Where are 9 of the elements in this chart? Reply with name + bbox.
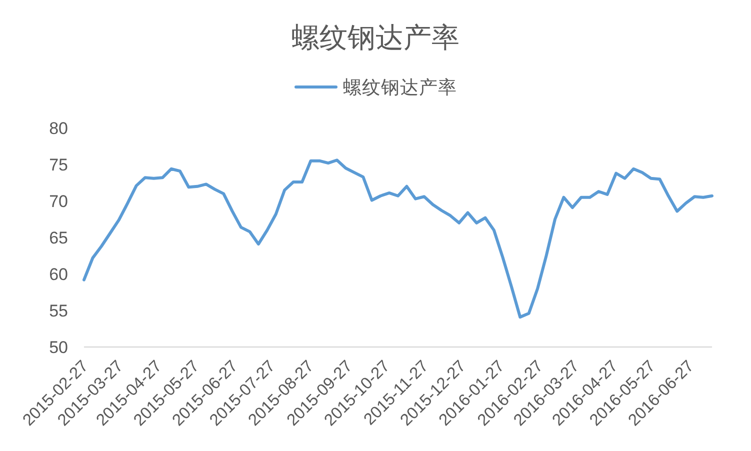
legend-text: 螺纹钢达产率 (343, 76, 457, 98)
ytick: 65 (49, 228, 68, 248)
title: 螺纹钢达产率 (292, 22, 460, 53)
ytick: 70 (49, 192, 68, 211)
ytick: 55 (49, 302, 68, 320)
ytick: 50 (49, 338, 68, 357)
ytick: 60 (49, 265, 68, 284)
ytick: 75 (49, 156, 68, 174)
ytick: 80 (49, 119, 68, 138)
